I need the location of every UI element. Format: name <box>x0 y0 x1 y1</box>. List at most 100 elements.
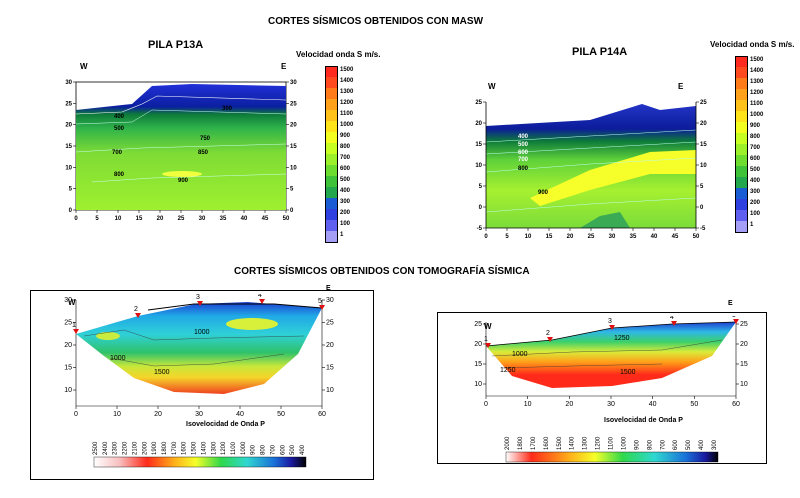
p14a-legend-item: 1400 <box>735 67 795 78</box>
p14a-legend-value: 1 <box>750 222 754 228</box>
p13a-contour-label: 750 <box>200 136 211 142</box>
p13a-legend-swatch <box>325 143 338 154</box>
tomo-left-geophone-label: 5 <box>318 298 322 305</box>
p13a-legend-swatch <box>325 176 338 187</box>
tomo-right-colorbar-value: 1500 <box>557 436 563 450</box>
p14a-legend-item: 400 <box>735 177 795 188</box>
tomo-left-colorbar-value: 1700 <box>172 441 178 455</box>
p14a-legend-value: 700 <box>750 145 761 151</box>
tomo-left-x-tick-label: 0 <box>74 411 78 418</box>
tomo-right-geophone-label: 1 <box>484 336 488 343</box>
p13a-contour-label: 800 <box>114 172 125 178</box>
p14a-legend-item: 1 <box>735 221 795 233</box>
tomo-right-geophone-marker <box>547 337 553 342</box>
tomo-left-colorbar-value: 2200 <box>123 441 129 455</box>
p13a-legend-item: 300 <box>325 198 385 209</box>
p14a-legend-item: 700 <box>735 144 795 155</box>
tomo-left-east-label: E <box>326 285 331 292</box>
p13a-contour-label: 500 <box>114 126 125 132</box>
tomo-right-xaxis-label: Isovelocidad de Onda P <box>604 417 683 424</box>
tomo-left-colorbar-value: 900 <box>251 444 257 455</box>
p13a-legend-swatch <box>325 187 338 198</box>
p13a-legend-item: 1300 <box>325 88 385 99</box>
p14a-title: PILA P14A <box>572 46 628 58</box>
p14a-legend-swatch <box>735 111 748 122</box>
tomo-right-x-tick-label: 20 <box>565 401 573 408</box>
tomo-left-x-tick-label: 30 <box>195 411 203 418</box>
tomo-left-colorbar-value: 2100 <box>132 441 138 455</box>
p14a-legend-item: 500 <box>735 166 795 177</box>
tomo-right-colorbar-value: 1300 <box>583 436 589 450</box>
p14a-legend-value: 1500 <box>750 57 764 63</box>
p14a-y-tick-label-right: 5 <box>700 184 704 190</box>
tomo-left-geophone-marker <box>259 299 265 304</box>
p13a-legend-value: 1500 <box>340 67 354 73</box>
p13a-legend-value: 600 <box>340 166 351 172</box>
p13a-x-tick-label: 20 <box>157 216 164 222</box>
p13a-legend-value: 1400 <box>340 78 354 84</box>
tomo-left-geophone-marker <box>197 301 203 306</box>
p13a-x-tick-label: 5 <box>95 216 99 222</box>
p14a-legend-swatch <box>735 78 748 89</box>
p14a-legend-item: 200 <box>735 199 795 210</box>
p14a-legend-swatch <box>735 56 748 68</box>
tomo-left-x-tick-label: 20 <box>154 411 162 418</box>
tomo-right-y-tick-label-right: 15 <box>740 361 748 368</box>
tomo-left-geophone-label: 1 <box>72 322 76 329</box>
p13a-legend-item: 500 <box>325 176 385 187</box>
p13a-legend-item: 1500 <box>325 66 385 78</box>
p14a-y-tick-label-right: 0 <box>700 205 704 211</box>
tomo-right-y-tick-label: 20 <box>474 341 482 348</box>
tomo-right-colorbar-value: 1600 <box>544 436 550 450</box>
p13a-legend-value: 900 <box>340 133 351 139</box>
p14a-legend-item: 300 <box>735 188 795 199</box>
tomo-left-x-tick-label: 60 <box>318 411 326 418</box>
p14a-legend-item: 1300 <box>735 78 795 89</box>
tomo-left-contour-label: 1500 <box>154 369 170 376</box>
tomo-left-geophone-marker <box>319 305 325 310</box>
p13a-legend-swatch <box>325 198 338 209</box>
p13a-legend-value: 400 <box>340 188 351 194</box>
tomo-left-y-tick-label-right: 15 <box>326 365 334 372</box>
p13a-legend-item: 1 <box>325 231 385 243</box>
tomo-left-colorbar-value: 1900 <box>152 441 158 455</box>
p14a-legend-value: 900 <box>750 123 761 129</box>
tomo-right-colorbar-value: 400 <box>699 439 705 450</box>
p14a-legend-swatch <box>735 177 748 188</box>
p14a-x-tick-label: 50 <box>693 234 700 240</box>
tomo-right-geophone-marker <box>733 319 739 324</box>
p14a-y-tick-label: 20 <box>475 121 482 127</box>
p14a-legend-swatch <box>735 100 748 111</box>
p14a-legend-swatch <box>735 67 748 78</box>
tomo-left-y-tick-label: 25 <box>64 320 72 327</box>
p14a-legend-item: 800 <box>735 133 795 144</box>
tomo-right-y-tick-label: 10 <box>474 381 482 388</box>
p14a-contour-label: 900 <box>538 190 549 196</box>
p14a-legend-value: 600 <box>750 156 761 162</box>
tomo-right-chart: 0 10 20 30 40 50 60 10 15 20 25 10 15 20 25 1 2 3 4 5 10… <box>474 316 748 408</box>
tomo-left-contour-label: 1000 <box>194 329 210 336</box>
p14a-y-tick-label: 10 <box>475 163 482 169</box>
p13a-legend-swatch <box>325 132 338 143</box>
tomo-left-geophone-marker <box>73 329 79 334</box>
tomo-left-y-tick-label-right: 25 <box>326 320 334 327</box>
tomo-right-contour-label: 1000 <box>512 351 528 358</box>
p13a-chart: 0 5 10 15 20 25 30 35 40 45 50 0 5 10 15 20 25 30 0 5 10 15… <box>65 80 297 222</box>
p14a-legend-item: 1200 <box>735 89 795 100</box>
tomo-right-colorbar-value: 1800 <box>518 436 524 450</box>
p13a-legend-value: 1300 <box>340 89 354 95</box>
tomo-left-colorbar-value: 400 <box>300 444 306 455</box>
p13a-x-tick-label: 45 <box>262 216 269 222</box>
p14a-x-tick-label: 10 <box>525 234 532 240</box>
p13a-legend-swatch <box>325 165 338 176</box>
p14a-contour-label: 600 <box>518 150 529 156</box>
tomo-right-colorbar-value: 300 <box>712 439 718 450</box>
p14a-x-tick-label: 5 <box>505 234 509 240</box>
p13a-legend-value: 700 <box>340 155 351 161</box>
p13a-legend-value: 1100 <box>340 111 354 117</box>
p13a-x-tick-label: 25 <box>178 216 185 222</box>
tomo-left-geophone-label: 4 <box>258 294 262 299</box>
p14a-contour-label: 700 <box>518 157 529 163</box>
tomo-left-x-tick-label: 10 <box>113 411 121 418</box>
tomo-right-x-tick-label: 50 <box>690 401 698 408</box>
